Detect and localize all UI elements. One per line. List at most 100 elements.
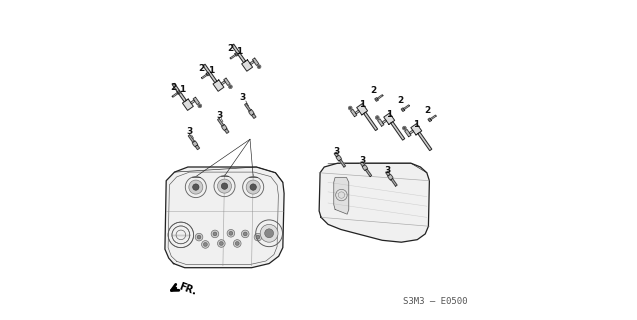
Circle shape bbox=[229, 85, 233, 89]
Text: 3: 3 bbox=[216, 111, 222, 120]
Polygon shape bbox=[218, 118, 224, 126]
Polygon shape bbox=[213, 80, 224, 91]
Circle shape bbox=[250, 184, 256, 190]
Polygon shape bbox=[221, 81, 225, 85]
Polygon shape bbox=[361, 162, 364, 166]
Polygon shape bbox=[241, 60, 252, 71]
Polygon shape bbox=[193, 97, 199, 105]
Text: 2: 2 bbox=[227, 44, 233, 53]
Polygon shape bbox=[189, 135, 194, 142]
Polygon shape bbox=[319, 163, 429, 242]
Circle shape bbox=[219, 242, 223, 245]
Polygon shape bbox=[375, 98, 378, 101]
Polygon shape bbox=[182, 99, 193, 110]
Polygon shape bbox=[225, 129, 229, 133]
Text: 2: 2 bbox=[170, 83, 176, 92]
Circle shape bbox=[258, 66, 260, 68]
Circle shape bbox=[198, 104, 202, 108]
Text: 3: 3 bbox=[359, 156, 365, 165]
Polygon shape bbox=[190, 100, 195, 104]
Polygon shape bbox=[336, 155, 341, 161]
Circle shape bbox=[403, 127, 405, 129]
Polygon shape bbox=[177, 91, 180, 94]
Circle shape bbox=[375, 116, 379, 120]
Polygon shape bbox=[366, 169, 371, 177]
Circle shape bbox=[349, 107, 351, 109]
Circle shape bbox=[260, 224, 278, 242]
Polygon shape bbox=[201, 74, 208, 79]
Circle shape bbox=[254, 233, 262, 241]
Circle shape bbox=[197, 235, 201, 239]
Circle shape bbox=[192, 184, 199, 190]
Polygon shape bbox=[334, 178, 349, 214]
Polygon shape bbox=[196, 145, 199, 150]
Circle shape bbox=[256, 235, 260, 239]
Polygon shape bbox=[411, 124, 422, 135]
Circle shape bbox=[211, 230, 218, 238]
Polygon shape bbox=[235, 52, 238, 56]
Circle shape bbox=[217, 179, 231, 193]
Circle shape bbox=[221, 183, 227, 189]
Text: 1: 1 bbox=[179, 85, 185, 94]
Text: 1: 1 bbox=[359, 100, 365, 109]
Polygon shape bbox=[357, 104, 368, 115]
Circle shape bbox=[213, 232, 217, 236]
Polygon shape bbox=[409, 130, 413, 134]
Polygon shape bbox=[350, 109, 357, 117]
Polygon shape bbox=[224, 78, 230, 85]
Polygon shape bbox=[172, 92, 178, 97]
Circle shape bbox=[246, 180, 260, 194]
Circle shape bbox=[257, 65, 261, 68]
Text: 3: 3 bbox=[240, 93, 246, 102]
Circle shape bbox=[229, 231, 233, 235]
Text: 3: 3 bbox=[333, 147, 339, 156]
Polygon shape bbox=[384, 113, 395, 124]
Polygon shape bbox=[230, 54, 236, 59]
Polygon shape bbox=[378, 119, 384, 126]
Polygon shape bbox=[386, 171, 390, 176]
Circle shape bbox=[199, 105, 201, 107]
Text: 1: 1 bbox=[208, 66, 214, 75]
Circle shape bbox=[265, 228, 273, 236]
Polygon shape bbox=[382, 120, 387, 124]
Text: FR.: FR. bbox=[178, 281, 198, 297]
Text: 3: 3 bbox=[187, 127, 192, 136]
Polygon shape bbox=[377, 95, 383, 99]
Text: 1: 1 bbox=[413, 120, 420, 129]
Polygon shape bbox=[355, 110, 359, 114]
Circle shape bbox=[338, 192, 345, 198]
Polygon shape bbox=[390, 122, 404, 140]
Polygon shape bbox=[232, 44, 246, 63]
Circle shape bbox=[229, 86, 231, 88]
Circle shape bbox=[403, 126, 406, 130]
Polygon shape bbox=[364, 112, 378, 131]
Polygon shape bbox=[388, 174, 393, 180]
Text: S3M3 — E0500: S3M3 — E0500 bbox=[403, 297, 467, 306]
Polygon shape bbox=[404, 129, 411, 137]
Text: 2: 2 bbox=[199, 64, 204, 73]
Polygon shape bbox=[340, 159, 345, 167]
Polygon shape bbox=[165, 167, 284, 268]
Circle shape bbox=[241, 230, 249, 238]
Polygon shape bbox=[222, 125, 227, 131]
Text: 2: 2 bbox=[370, 86, 376, 95]
Circle shape bbox=[233, 240, 241, 247]
Polygon shape bbox=[252, 58, 259, 65]
Polygon shape bbox=[173, 84, 187, 102]
Polygon shape bbox=[430, 115, 436, 120]
Circle shape bbox=[189, 180, 203, 194]
Polygon shape bbox=[250, 61, 254, 65]
Circle shape bbox=[235, 242, 239, 245]
Polygon shape bbox=[428, 118, 431, 122]
Polygon shape bbox=[203, 64, 217, 83]
Polygon shape bbox=[248, 110, 254, 116]
Circle shape bbox=[264, 229, 273, 238]
Circle shape bbox=[217, 240, 225, 247]
Circle shape bbox=[201, 241, 209, 248]
Polygon shape bbox=[192, 141, 197, 147]
Circle shape bbox=[243, 232, 247, 236]
Polygon shape bbox=[206, 72, 210, 76]
Polygon shape bbox=[401, 108, 404, 111]
Circle shape bbox=[227, 229, 234, 237]
Text: 1: 1 bbox=[236, 46, 243, 56]
